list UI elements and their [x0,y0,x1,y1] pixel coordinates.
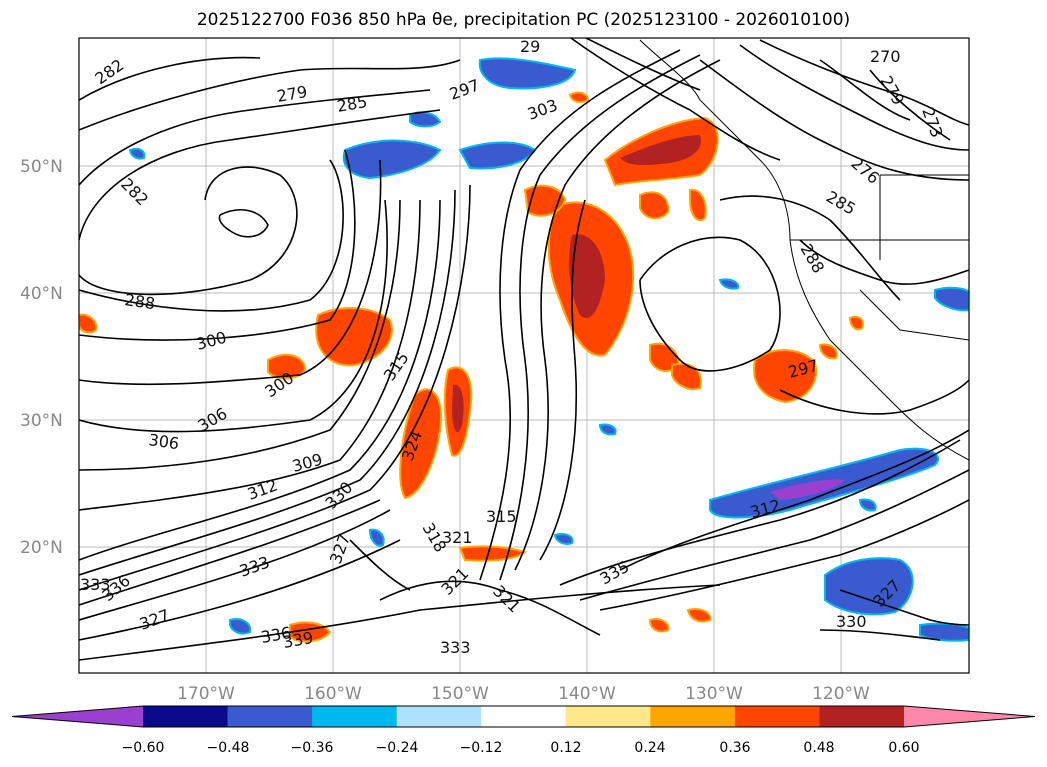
colorbar-tick-label: 0.12 [550,740,581,756]
latitude-label: 30°N [20,411,63,431]
graticule [79,38,969,673]
colorbar-extend-max [904,706,1035,727]
colorbar-tick-label: −0.36 [291,740,334,756]
colorbar-tick-label: 0.24 [634,740,665,756]
colorbar-segment [565,706,651,727]
contour-label: 321 [442,528,473,547]
colorbar [11,705,1036,728]
latitude-label: 50°N [20,157,63,177]
map-content [79,38,969,673]
colorbar-extend-min [12,706,143,727]
contour-label: 333 [80,575,111,594]
colorbar-tick-label: −0.24 [376,740,419,756]
latitude-label: 40°N [20,284,63,304]
longitude-label: 160°W [304,684,362,704]
contour-label: 315 [486,507,517,526]
colorbar-tick-label: −0.12 [460,740,503,756]
contour-label: 29 [520,37,540,56]
precip-negative-patches [128,57,969,642]
colorbar-segment [143,706,229,727]
colorbar-segment [734,706,820,727]
colorbar-segment [650,706,736,727]
colorbar-outline [11,705,1036,728]
latitude-axis: 50°N 40°N 30°N 20°N [20,157,63,558]
map-title: 2025122700 F036 850 hPa θe, precipitatio… [196,10,851,30]
coastlines [639,39,969,461]
colorbar-tick-label: −0.60 [122,740,165,756]
colorbar-segment [819,706,905,727]
contour-label: 333 [440,638,471,657]
colorbar-tick-label: 0.36 [719,740,750,756]
contour-label: 270 [870,47,901,66]
longitude-axis: 170°W 160°W 150°W 140°W 130°W 120°W [177,684,870,704]
longitude-label: 140°W [558,684,616,704]
longitude-label: 120°W [812,684,870,704]
colorbar-segment [312,706,398,727]
colorbar-tick-label: 0.60 [888,740,919,756]
colorbar-tick-labels: −0.60 −0.48 −0.36 −0.24 −0.12 0.12 0.24 … [122,740,920,756]
colorbar-tick-label: 0.48 [803,740,834,756]
map-frame [78,37,970,674]
longitude-label: 150°W [431,684,489,704]
colorbar-segment [481,706,567,727]
colorbar-segment [227,706,313,727]
colorbar-tick-label: −0.48 [207,740,250,756]
theta-e-contours [79,38,969,661]
contour-label: 306 [147,430,180,453]
longitude-label: 170°W [177,684,235,704]
longitude-label: 130°W [685,684,743,704]
precip-positive-patches [79,91,864,643]
contour-label: 330 [836,612,867,631]
colorbar-segment [396,706,482,727]
latitude-label: 20°N [20,538,63,558]
contour-label: 288 [123,290,156,313]
